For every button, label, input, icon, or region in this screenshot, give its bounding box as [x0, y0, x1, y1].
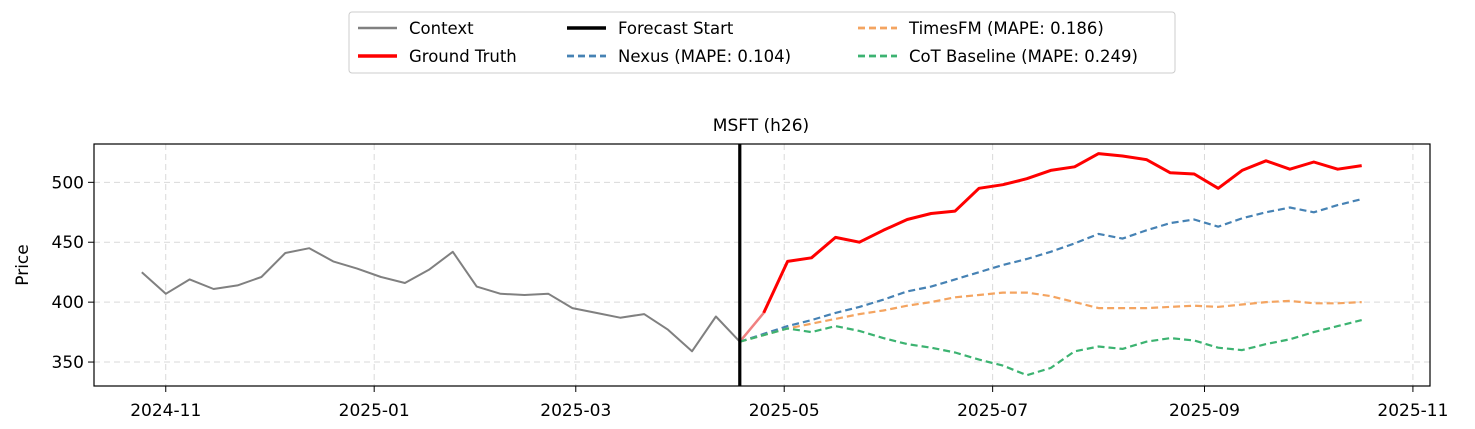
legend-label-1: Ground Truth [409, 47, 517, 66]
legend-frame [348, 11, 1176, 74]
chart-title: MSFT (h26) [713, 116, 809, 136]
legend-label-4: TimesFM (MAPE: 0.186) [908, 19, 1104, 38]
x-tick-label: 2025-11 [1377, 401, 1448, 421]
legend-label-5: CoT Baseline (MAPE: 0.249) [909, 47, 1138, 66]
y-axis: 350 400 450 500 [52, 173, 94, 373]
legend-label-0: Context [409, 19, 474, 38]
y-tick-label: 450 [52, 233, 84, 253]
plot-lines [141, 144, 1362, 386]
legend: Context Ground Truth Forecast Start Nexus (… [348, 11, 1176, 74]
x-tick-label: 2025-01 [339, 401, 410, 421]
legend-label-3: Nexus (MAPE: 0.104) [618, 47, 791, 66]
series-line-4 [739, 291, 1362, 343]
y-axis-label: Price [13, 244, 33, 285]
plot-frame [93, 143, 1431, 387]
x-tick-label: 2024-11 [130, 401, 201, 421]
series-line-3 [739, 198, 1362, 343]
series-line-0 [141, 247, 741, 353]
series-line-5 [739, 319, 1362, 377]
x-tick-label: 2025-03 [540, 401, 611, 421]
y-tick-label: 500 [52, 173, 84, 193]
legend-label-2: Forecast Start [618, 19, 734, 38]
series-line-1 [738, 312, 765, 343]
y-tick-label: 400 [52, 293, 84, 313]
series-line-2 [762, 152, 1362, 314]
x-tick-label: 2025-07 [957, 401, 1028, 421]
y-tick-label: 350 [52, 353, 84, 373]
x-axis: 2024-11 2025-01 2025-03 2025-05 2025-07 2025-… [130, 386, 1448, 421]
x-tick-label: 2025-05 [749, 401, 820, 421]
x-tick-label: 2025-09 [1169, 401, 1240, 421]
